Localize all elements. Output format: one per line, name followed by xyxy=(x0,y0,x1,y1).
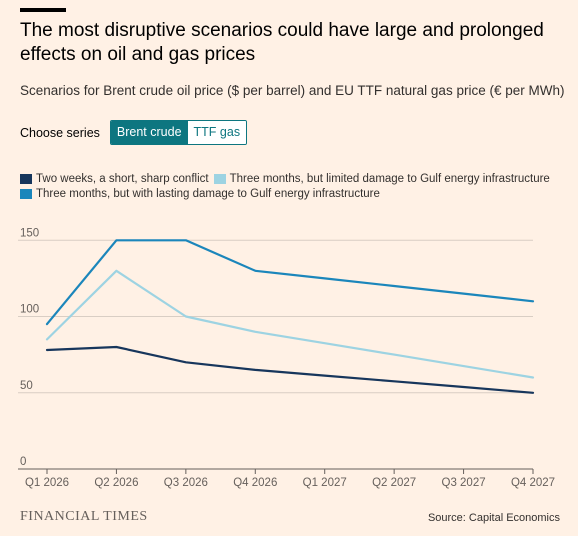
series-line-2 xyxy=(45,269,535,379)
y-tick-label: 50 xyxy=(20,380,33,392)
legend-item-lasting-damage: Three months, but with lasting damage to… xyxy=(20,187,380,201)
header-bar xyxy=(20,8,66,12)
legend-item-short-conflict: Two weeks, a short, sharp conflict xyxy=(20,172,209,186)
ft-logo: FINANCIAL TIMES xyxy=(20,509,148,524)
x-tick-label: Q3 2026 xyxy=(164,477,208,489)
ttf-gas-button[interactable]: TTF gas xyxy=(187,121,247,144)
y-tick-label: 0 xyxy=(20,456,26,468)
series-chooser: Choose series Brent crude TTF gas xyxy=(20,120,248,145)
legend-label: Three months, but with lasting damage to… xyxy=(36,188,380,200)
series-line-1 xyxy=(45,345,535,394)
legend-label: Three months, but limited damage to Gulf… xyxy=(229,173,550,185)
chooser-label: Choose series xyxy=(20,125,100,140)
x-tick-label: Q4 2027 xyxy=(511,477,555,489)
brent-crude-button[interactable]: Brent crude xyxy=(110,121,188,144)
series-line-3 xyxy=(45,239,535,326)
line-chart: 0 50 100 150 Q1 2026 Q2 2026 Q3 2026 Q4 2026 Q1 … xyxy=(18,227,555,489)
chart-subtitle: Scenarios for Brent crude oil price ($ p… xyxy=(20,83,565,98)
y-tick-label: 150 xyxy=(20,227,39,239)
x-tick-label: Q1 2027 xyxy=(303,477,347,489)
y-tick-label: 100 xyxy=(20,304,39,316)
chart-title: The most disruptive scenarios could have… xyxy=(20,20,544,65)
x-tick-label: Q4 2026 xyxy=(233,477,277,489)
legend-label: Two weeks, a short, sharp conflict xyxy=(36,173,209,185)
legend-item-limited-damage: Three months, but limited damage to Gulf… xyxy=(213,172,550,186)
legend: Two weeks, a short, sharp conflict Three… xyxy=(20,172,565,201)
legend-swatch xyxy=(20,189,32,199)
x-tick-label: Q3 2027 xyxy=(442,477,486,489)
legend-swatch xyxy=(213,174,226,184)
legend-swatch xyxy=(20,174,32,184)
source-note: Source: Capital Economics xyxy=(427,512,560,524)
x-tick-label: Q1 2026 xyxy=(25,477,69,489)
series-toggle: Brent crude TTF gas xyxy=(109,120,248,145)
x-tick-label: Q2 2026 xyxy=(94,477,138,489)
x-tick-label: Q2 2027 xyxy=(372,477,416,489)
